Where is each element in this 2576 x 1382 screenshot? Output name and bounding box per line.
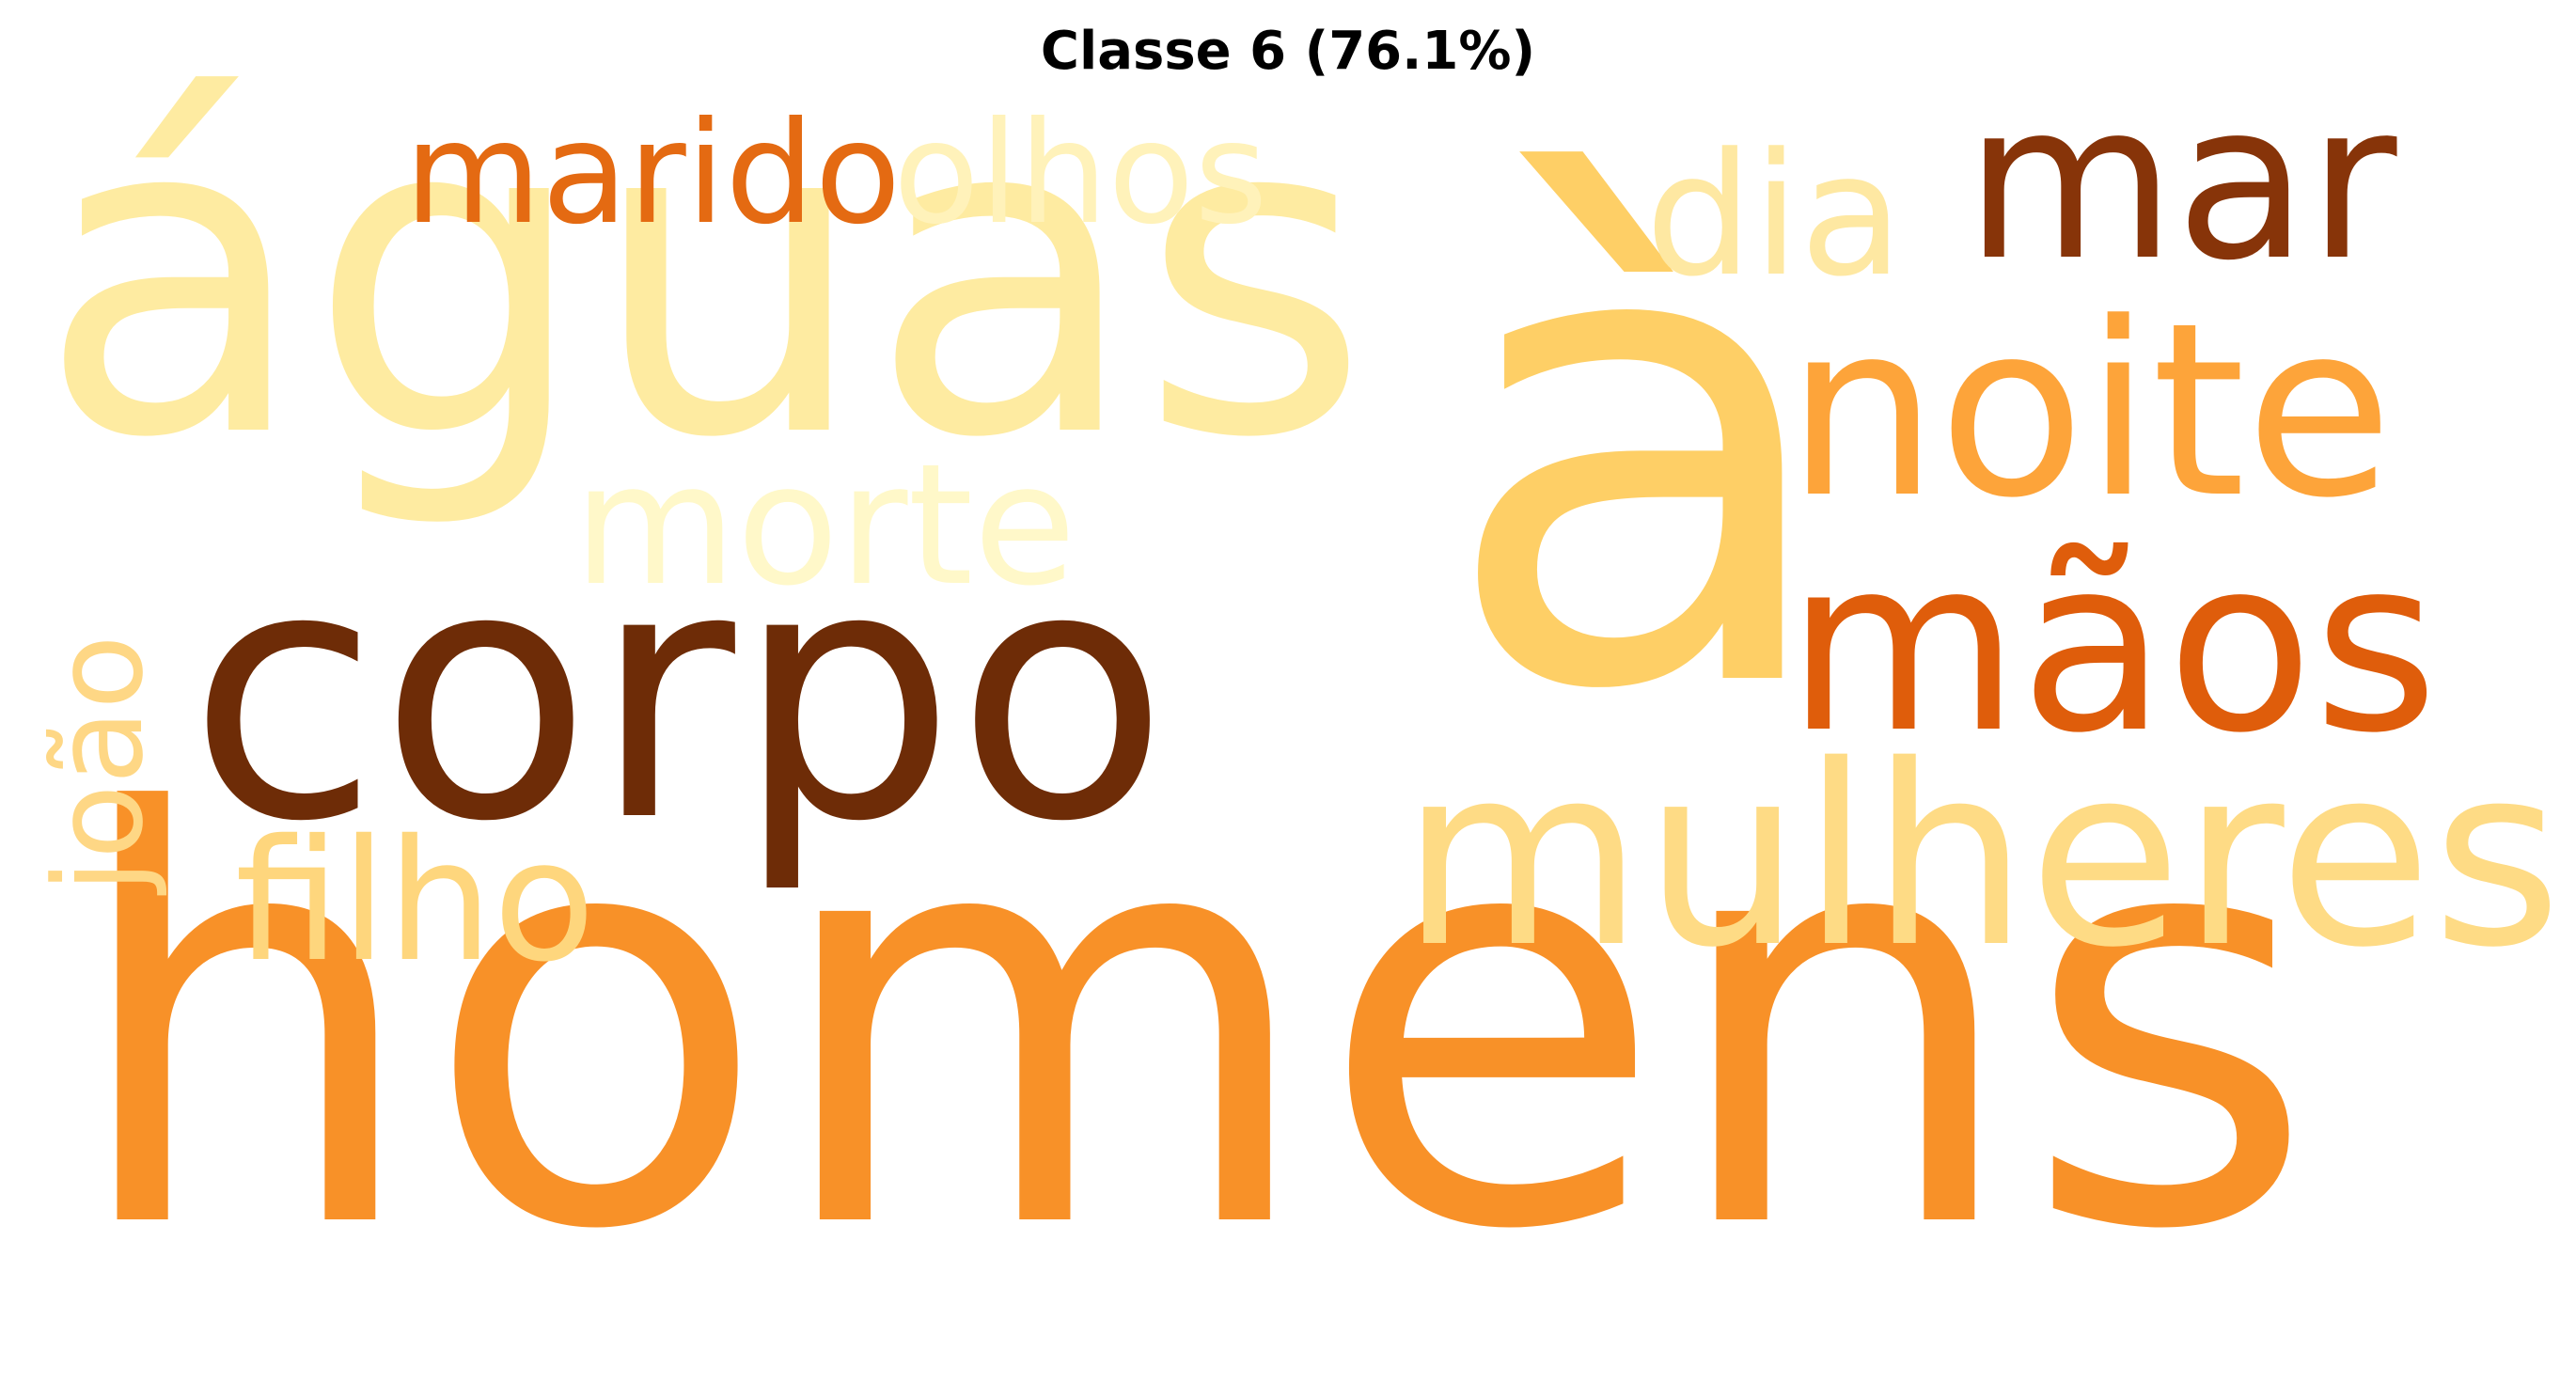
word-filho: filho <box>235 804 596 998</box>
word-maos: mãos <box>1786 507 2439 786</box>
word-mulheres: mulheres <box>1401 713 2562 1002</box>
word-dia: dia <box>1645 118 1904 314</box>
word-aguas: águas <box>38 20 1371 534</box>
chart-title: Classe 6 (76.1%) <box>1040 21 1536 82</box>
word-noite: noite <box>1786 272 2394 551</box>
word-corpo: corpo <box>188 494 1170 898</box>
word-morte: morte <box>573 428 1076 622</box>
word-cloud: homens à águas corpo mulheres noite mãos… <box>27 56 2562 1363</box>
word-olhos: olhos <box>893 92 1268 256</box>
word-marido: marido <box>404 92 902 256</box>
word-homens: homens <box>66 696 2317 1353</box>
word-a-grave: à <box>1438 68 1842 834</box>
word-mar: mar <box>1965 57 2397 308</box>
word-joao: joão <box>27 635 170 893</box>
